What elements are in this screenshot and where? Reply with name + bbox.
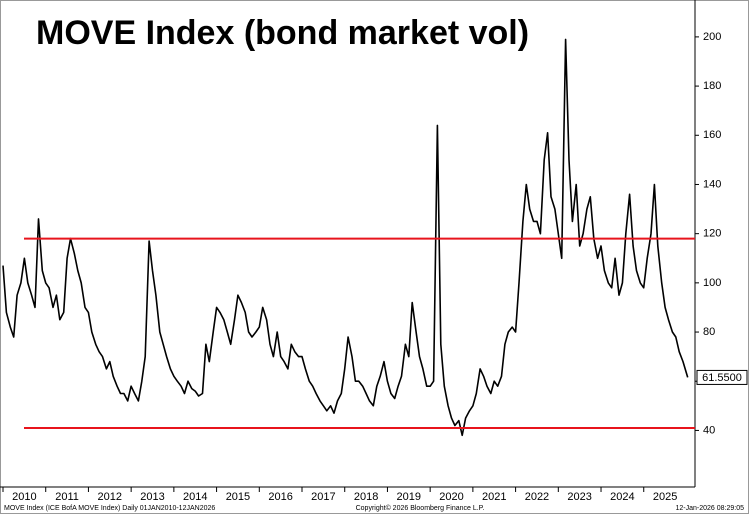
x-tick-label: 2013 <box>140 491 164 503</box>
last-value-label: 61.5500 <box>702 372 742 384</box>
x-tick-label: 2023 <box>567 491 591 503</box>
x-tick-label: 2022 <box>525 491 549 503</box>
y-tick-label: 120 <box>703 228 721 240</box>
y-tick-label: 40 <box>703 424 715 436</box>
x-tick-label: 2016 <box>268 491 292 503</box>
series-line <box>2 38 689 437</box>
y-tick-label: 80 <box>703 326 715 338</box>
y-tick-label: 100 <box>703 277 721 289</box>
last-value-box <box>696 369 748 385</box>
x-tick-label: 2018 <box>354 491 378 503</box>
x-tick-label: 2010 <box>12 491 36 503</box>
footer-copyright: Copyright© 2026 Bloomberg Finance L.P. <box>356 504 485 512</box>
x-tick-label: 2012 <box>98 491 122 503</box>
y-tick-label: 160 <box>703 129 721 141</box>
x-tick-label: 2025 <box>653 491 677 503</box>
y-tick-label: 140 <box>703 178 721 190</box>
x-tick-label: 2021 <box>482 491 506 503</box>
y-tick-label: 180 <box>703 80 721 92</box>
chart-title: MOVE Index (bond market vol) <box>36 14 529 52</box>
x-tick-label: 2017 <box>311 491 335 503</box>
x-tick-label: 2014 <box>183 491 207 503</box>
footer-source: MOVE Index (ICE BofA MOVE Index) Daily 0… <box>4 505 215 512</box>
x-tick-label: 2020 <box>439 491 463 503</box>
footer-timestamp: 12-Jan-2026 08:29:05 <box>676 505 745 512</box>
y-tick-label: 200 <box>703 31 721 43</box>
x-tick-label: 2015 <box>226 491 250 503</box>
x-tick-label: 2011 <box>55 491 79 503</box>
x-tick-label: 2024 <box>610 491 634 503</box>
x-tick-label: 2019 <box>397 491 421 503</box>
